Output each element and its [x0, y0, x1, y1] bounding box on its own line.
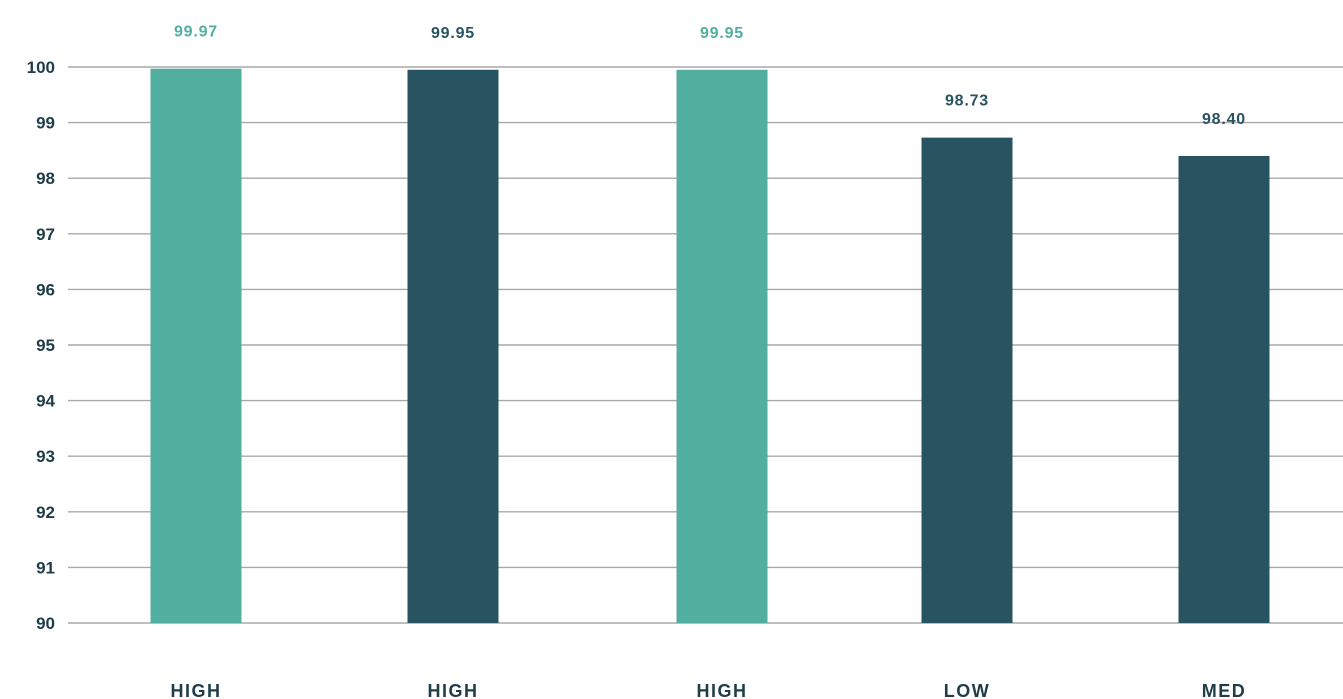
y-tick-label: 97 — [36, 225, 55, 244]
x-tick-label: HIGH — [428, 681, 479, 699]
x-tick-label: MED — [1202, 681, 1247, 699]
data-label: 99.95 — [431, 25, 475, 42]
category-labels: HIGH HIGH HIGH LOW MED — [171, 681, 1247, 699]
y-tick-label: 94 — [36, 392, 55, 411]
y-tick-label: 90 — [36, 614, 55, 633]
y-tick-label: 93 — [36, 447, 55, 466]
x-tick-label: HIGH — [697, 681, 748, 699]
data-label: 99.97 — [174, 24, 218, 41]
bars — [150, 68, 1270, 624]
bar — [676, 69, 768, 623]
data-label: 99.95 — [700, 25, 744, 42]
bar — [921, 137, 1013, 623]
y-tick-label: 100 — [27, 58, 55, 77]
data-label: 98.40 — [1202, 111, 1246, 128]
y-tick-label: 98 — [36, 169, 55, 188]
data-label: 98.73 — [945, 93, 989, 110]
y-tick-label: 95 — [36, 336, 55, 355]
y-tick-label: 96 — [36, 280, 55, 299]
value-labels: 99.97 99.95 99.95 98.73 98.40 — [174, 24, 1246, 128]
y-axis-ticks: 90 91 92 93 94 95 96 97 98 99 100 — [27, 58, 56, 633]
y-tick-label: 91 — [36, 558, 55, 577]
y-tick-label: 92 — [36, 503, 55, 522]
bar — [407, 69, 499, 623]
x-tick-label: LOW — [944, 681, 991, 699]
y-tick-label: 99 — [36, 114, 55, 133]
bar — [1178, 155, 1270, 623]
x-tick-label: HIGH — [171, 681, 222, 699]
bar — [150, 68, 242, 624]
